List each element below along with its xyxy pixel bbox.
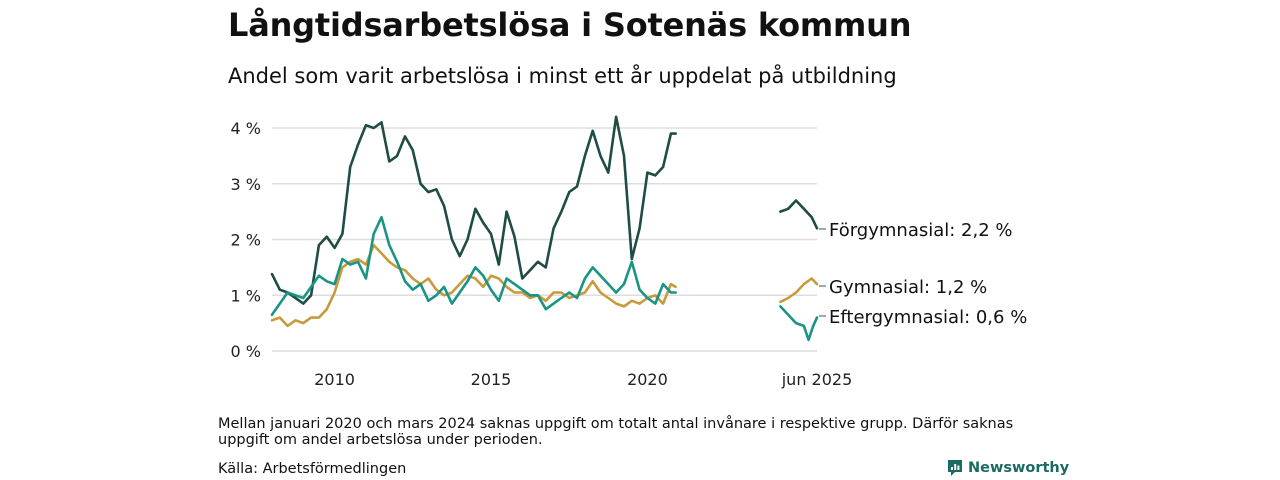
x-tick-label: 2015 (471, 370, 512, 389)
y-tick-label: 2 % (231, 231, 261, 250)
y-tick-label: 3 % (231, 175, 261, 194)
y-tick-label: 0 % (231, 342, 261, 361)
x-tick-label: 2010 (314, 370, 355, 389)
brand-logo[interactable]: Newsworthy (946, 459, 1069, 477)
series-line-förgymnasial (779, 199, 819, 230)
series-end-labels: Förgymnasial: 2,2 % Gymnasial: 1,2 % Efter… (819, 220, 1027, 328)
series-end-label: Gymnasial: 1,2 % (829, 277, 987, 298)
series-lines (270, 115, 819, 342)
series-end-label: Förgymnasial: 2,2 % (829, 220, 1013, 241)
page-subtitle: Andel som varit arbetslösa i minst ett å… (228, 64, 897, 88)
y-tick-label: 4 % (231, 119, 261, 138)
y-axis-tick-labels: 0 % 1 % 2 % 3 % 4 % (231, 119, 261, 361)
source-note: Källa: Arbetsförmedlingen (218, 461, 407, 477)
x-axis-tick-labels: 2010 2015 2020 jun 2025 (314, 370, 852, 389)
page-title: Långtidsarbetslösa i Sotenäs kommun (228, 6, 912, 44)
series-line-gymnasial (270, 243, 677, 328)
series-line-gymnasial (779, 277, 819, 304)
x-tick-label: 2020 (627, 370, 668, 389)
series-end-label: Eftergymnasial: 0,6 % (829, 307, 1027, 328)
series-line-eftergymnasial (270, 215, 677, 317)
y-grid (272, 127, 817, 352)
y-tick-label: 1 % (231, 286, 261, 305)
series-line-eftergymnasial (779, 305, 819, 342)
series-line-förgymnasial (270, 115, 677, 305)
footnote: Mellan januari 2020 och mars 2024 saknas… (218, 416, 1014, 448)
x-tick-label: jun 2025 (781, 370, 853, 389)
brand-name: Newsworthy (968, 460, 1070, 476)
newsworthy-logo-icon (948, 460, 962, 476)
